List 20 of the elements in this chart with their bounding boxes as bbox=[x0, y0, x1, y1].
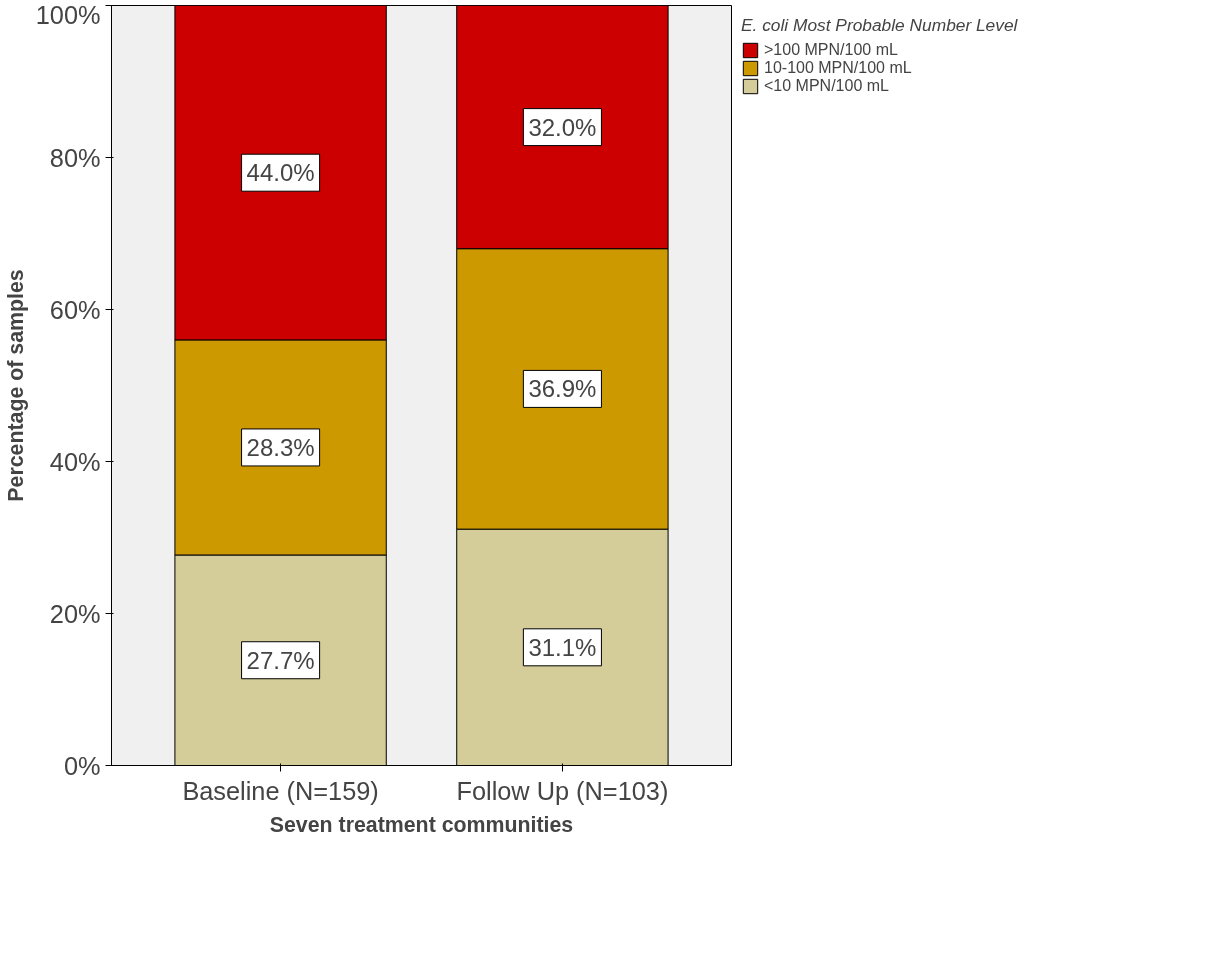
legend-label: 10-100 MPN/100 mL bbox=[764, 59, 912, 77]
legend-title: E. coli Most Probable Number Level bbox=[741, 15, 1018, 36]
legend-label: <10 MPN/100 mL bbox=[764, 77, 889, 95]
x-axis-title: Seven treatment communities bbox=[269, 812, 574, 837]
data-label: 44.0% bbox=[246, 159, 315, 187]
data-label: 28.3% bbox=[246, 433, 315, 461]
y-axis-title: Percentage of samples bbox=[3, 269, 28, 502]
legend-label: >100 MPN/100 mL bbox=[764, 41, 898, 59]
y-tick-label: 0% bbox=[63, 751, 101, 780]
y-tick-label: 40% bbox=[49, 447, 101, 476]
data-label: 27.7% bbox=[246, 646, 315, 674]
y-tick-label: 80% bbox=[49, 143, 101, 172]
x-tick-label: Follow Up (N=103) bbox=[456, 776, 669, 805]
y-tick-label: 60% bbox=[49, 295, 101, 324]
data-label: 36.9% bbox=[528, 375, 597, 403]
x-tick-label: Baseline (N=159) bbox=[182, 776, 379, 805]
y-tick-label: 20% bbox=[49, 599, 101, 628]
y-tick-label: 100% bbox=[35, 0, 101, 29]
data-label: 32.0% bbox=[528, 113, 597, 141]
data-label: 31.1% bbox=[528, 633, 597, 661]
